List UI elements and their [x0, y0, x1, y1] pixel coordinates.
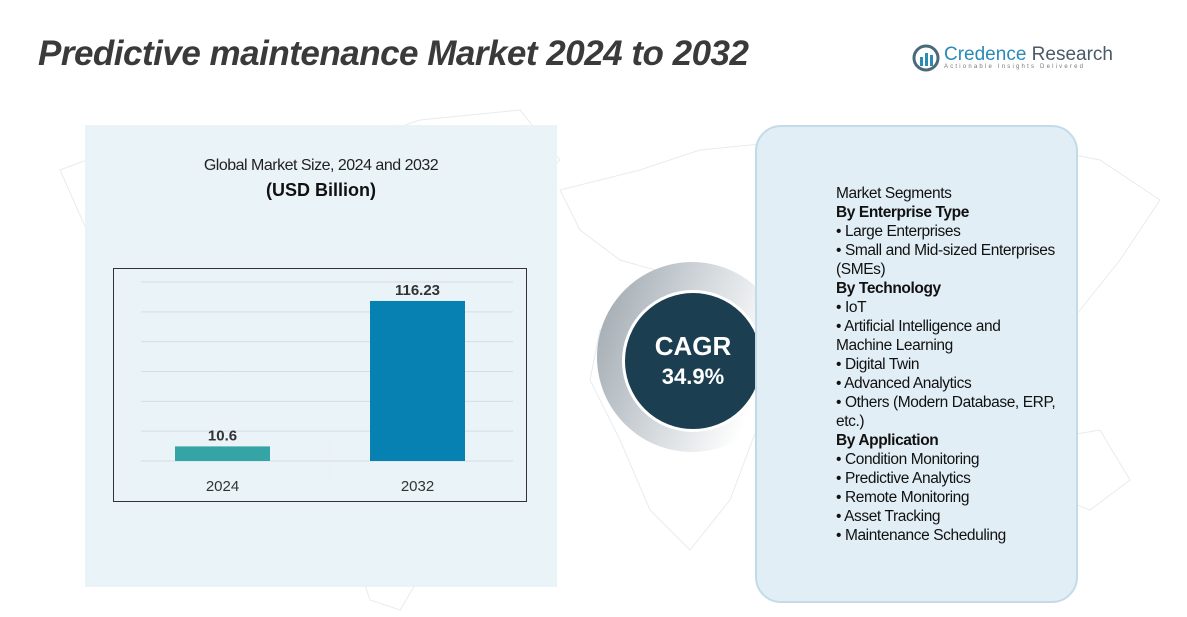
segment-item: Small and Mid-sized Enterprises (SMEs) [836, 241, 1058, 279]
segment-item: Large Enterprises [836, 222, 1058, 241]
market-size-panel [85, 125, 557, 587]
segment-item: Remote Monitoring [836, 488, 1058, 507]
logo-icon [912, 44, 940, 72]
segment-item: IoT [836, 298, 1058, 317]
segment-item: Advanced Analytics [836, 374, 1058, 393]
segment-item: Digital Twin [836, 355, 1058, 374]
bar-chart: 10.6 2024 116.23 2032 [141, 281, 513, 495]
segment-item: Others (Modern Database, ERP, etc.) [836, 393, 1058, 431]
segment-item: Asset Tracking [836, 507, 1058, 526]
page-title: Predictive maintenance Market 2024 to 20… [38, 34, 749, 73]
chart-title: Global Market Size, 2024 and 2032 [203, 157, 439, 174]
bar-2024 [175, 446, 270, 461]
cagr-value: 34.9% [661, 364, 725, 389]
segments-title: Market Segments [836, 185, 952, 202]
chart-subtitle: (USD Billion) [266, 180, 376, 200]
credence-research-logo: Credence Research Actionable Insights De… [912, 44, 1113, 72]
segment-item: Predictive Analytics [836, 469, 1058, 488]
logo-name-a: Credence [944, 44, 1027, 65]
segment-heading: By Application [836, 432, 939, 449]
market-segments-list: Market Segments By Enterprise TypeLarge … [836, 184, 1058, 545]
segment-item: Artificial Intelligence and Machine Lear… [836, 317, 1058, 355]
x-tick-label: 2024 [206, 478, 239, 495]
bar-2032 [370, 300, 465, 461]
logo-tagline: Actionable Insights Delivered [944, 64, 1086, 70]
cagr-badge: CAGR 34.9% [622, 290, 764, 432]
chart-frame [113, 268, 527, 502]
data-label: 116.23 [395, 282, 440, 299]
segment-heading: By Enterprise Type [836, 204, 969, 221]
data-label: 10.6 [208, 427, 237, 444]
segment-heading: By Technology [836, 280, 941, 297]
cagr-label: CAGR [654, 331, 732, 361]
x-tick-label: 2032 [401, 478, 434, 495]
segment-item: Maintenance Scheduling [836, 526, 1058, 545]
logo-name-b: Research [1026, 44, 1113, 65]
segment-item: Condition Monitoring [836, 450, 1058, 469]
